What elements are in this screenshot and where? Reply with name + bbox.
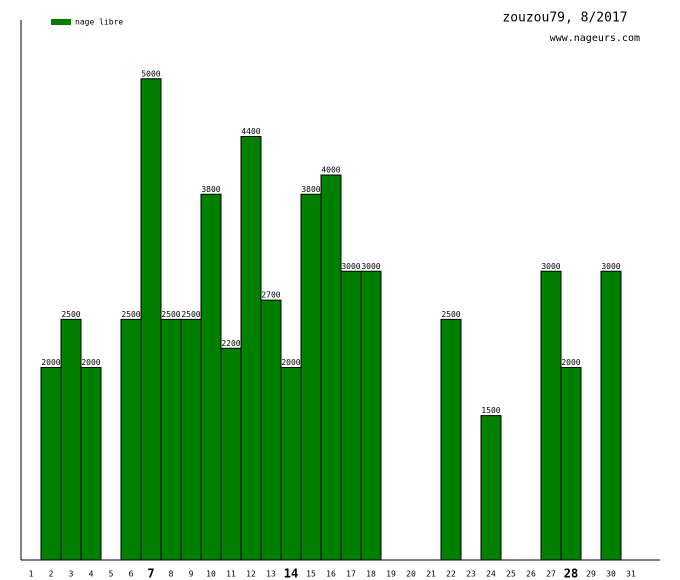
x-tick-label: 22: [446, 570, 456, 579]
value-label: 4000: [321, 166, 340, 175]
x-tick-label: 6: [129, 570, 134, 579]
bar: [140, 78, 162, 561]
x-tick-label: 23: [466, 570, 476, 579]
x-tick-label: 17: [346, 570, 356, 579]
x-tick-label: 14: [284, 567, 298, 580]
bar: [600, 270, 622, 561]
value-label: 5000: [141, 69, 160, 78]
value-label: 2500: [121, 310, 140, 319]
value-label: 2700: [261, 291, 280, 300]
value-label: 2500: [61, 310, 80, 319]
x-tick-label: 10: [206, 570, 216, 579]
x-tick-label: 19: [386, 570, 396, 579]
legend-label: nage libre: [75, 18, 123, 27]
bar: [220, 347, 242, 561]
bar: [180, 318, 202, 561]
bar: [360, 270, 382, 561]
value-label: 4400: [241, 127, 260, 136]
value-label: 3000: [341, 262, 360, 271]
chart-title: zouzou79, 8/2017: [502, 11, 627, 26]
x-tick-label: 15: [306, 570, 316, 579]
x-tick-label: 2: [49, 570, 54, 579]
bar: [60, 318, 82, 561]
x-tick-label: 11: [226, 570, 236, 579]
bar: [160, 318, 182, 561]
chart-subtitle: www.nageurs.com: [550, 33, 640, 44]
bar: [540, 270, 562, 561]
value-label: 3000: [361, 262, 380, 271]
x-tick-label: 21: [426, 570, 436, 579]
x-tick-label: 1: [29, 570, 34, 579]
value-label: 1500: [481, 406, 500, 415]
bar: [260, 299, 282, 561]
x-tick-label: 31: [626, 570, 636, 579]
legend-swatch: [51, 19, 71, 25]
x-tick-label: 9: [189, 570, 194, 579]
x-tick-label: 7: [147, 567, 154, 580]
value-label: 2000: [81, 358, 100, 367]
value-label: 3000: [541, 262, 560, 271]
value-label: 3000: [601, 262, 620, 271]
bar: [40, 367, 62, 561]
bar: [440, 318, 462, 561]
x-tick-label: 3: [69, 570, 74, 579]
x-tick-label: 24: [486, 570, 496, 579]
value-label: 2200: [221, 339, 240, 348]
x-tick-label: 5: [109, 570, 114, 579]
value-label: 2000: [561, 358, 580, 367]
value-label: 2000: [281, 358, 300, 367]
x-tick-label: 25: [506, 570, 516, 579]
x-tick-label: 29: [586, 570, 596, 579]
value-label: 3800: [301, 185, 320, 194]
bar: [120, 318, 142, 561]
x-tick-label: 18: [366, 570, 376, 579]
value-label: 2500: [181, 310, 200, 319]
x-tick-label: 26: [526, 570, 536, 579]
bar: [200, 193, 222, 561]
bar: [240, 136, 262, 561]
x-tick-label: 13: [266, 570, 276, 579]
x-tick-label: 16: [326, 570, 336, 579]
x-tick-label: 27: [546, 570, 556, 579]
value-label: 2500: [441, 310, 460, 319]
value-label: 2500: [161, 310, 180, 319]
x-tick-label: 28: [564, 567, 578, 580]
bar: [560, 367, 582, 561]
value-label: 2000: [41, 358, 60, 367]
bar: [320, 174, 342, 561]
value-label: 3800: [201, 185, 220, 194]
x-tick-label: 4: [89, 570, 94, 579]
x-tick-label: 8: [169, 570, 174, 579]
x-tick-label: 30: [606, 570, 616, 579]
x-tick-label: 12: [246, 570, 256, 579]
bar: [480, 415, 502, 561]
bar: [340, 270, 362, 561]
x-tick-label: 20: [406, 570, 416, 579]
bar: [80, 367, 102, 561]
bar: [300, 193, 322, 561]
bar: [280, 367, 302, 561]
